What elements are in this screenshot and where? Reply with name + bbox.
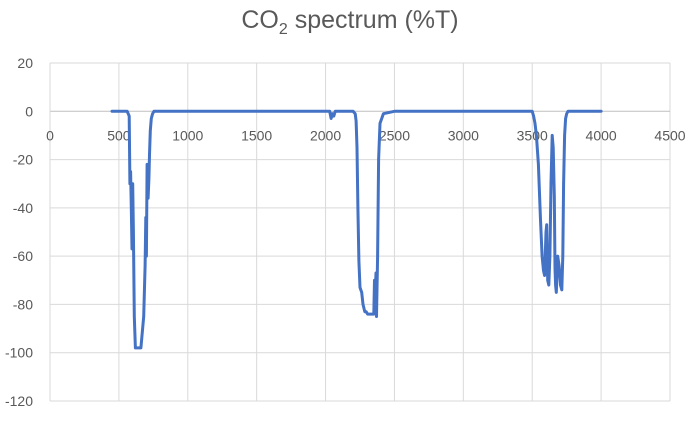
chart-title-main: CO: [241, 6, 279, 34]
chart-title: CO2 spectrum (%T): [0, 6, 700, 39]
y-tick-label: -20: [13, 152, 33, 168]
y-tick-label: 20: [17, 55, 33, 71]
x-tick-label: 1500: [241, 127, 272, 143]
horizontal-gridlines: [50, 62, 670, 402]
vertical-gridlines: [49, 63, 671, 401]
x-tick-label: 1000: [172, 127, 203, 143]
x-tick-label: 0: [46, 127, 54, 143]
x-tick-label: 4000: [586, 127, 617, 143]
x-tick-label: 3500: [517, 127, 548, 143]
y-axis-tick-labels: 20 0 -20 -40 -60 -80 -100 -120: [5, 55, 33, 409]
x-tick-label: 4500: [654, 127, 685, 143]
y-tick-label: -40: [13, 200, 33, 216]
y-tick-label: -80: [13, 296, 33, 312]
x-tick-label: 3000: [448, 127, 479, 143]
y-tick-label: -100: [5, 345, 33, 361]
x-tick-label: 500: [107, 127, 131, 143]
y-tick-label: -120: [5, 393, 33, 409]
y-tick-label: 0: [25, 103, 33, 119]
x-tick-label: 2500: [379, 127, 410, 143]
x-axis-tick-labels: 0 500 1000 1500 2000 2500 3000 3500 4000 4500: [46, 127, 686, 143]
x-tick-label: 2000: [310, 127, 341, 143]
chart-title-subscript: 2: [278, 21, 288, 38]
series-line-0: [110, 109, 603, 350]
axis-lines: [49, 63, 670, 401]
chart-title-rest: spectrum (%T): [287, 6, 459, 34]
series-layer: [110, 109, 603, 350]
y-tick-label: -60: [13, 248, 33, 264]
